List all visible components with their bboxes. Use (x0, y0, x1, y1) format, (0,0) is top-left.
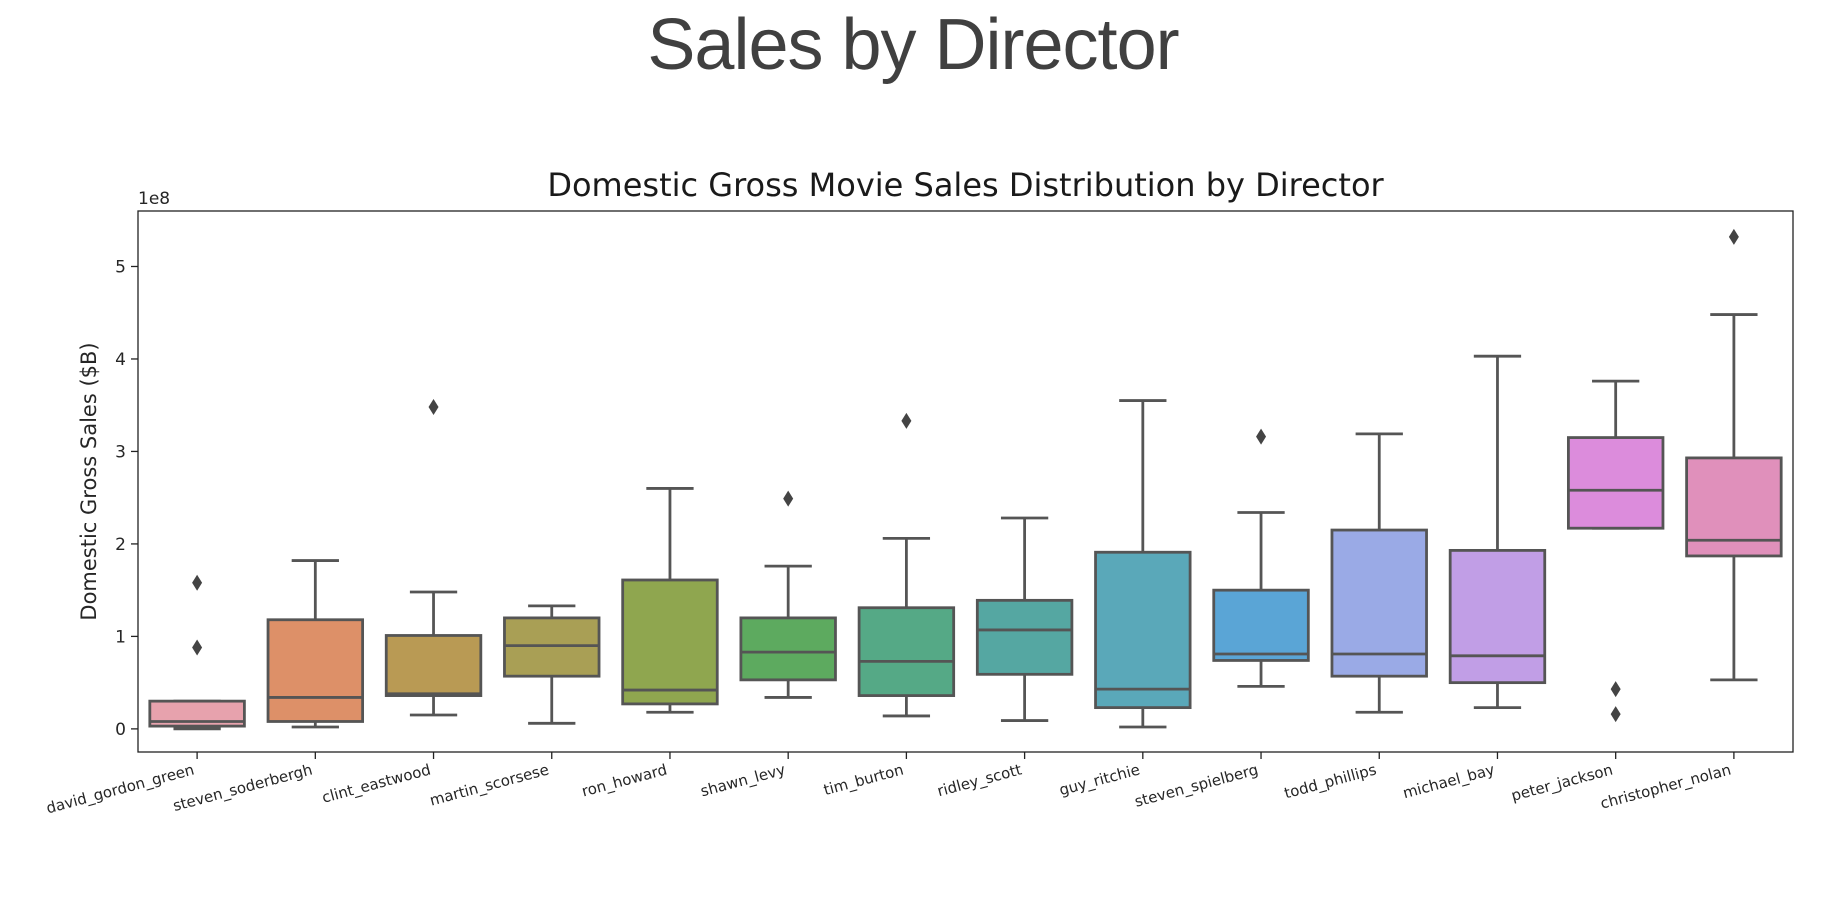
x-tick-label: ron_howard (580, 760, 670, 801)
box-ridley_scott (975, 516, 1074, 722)
box-iqr (1566, 436, 1665, 530)
box-iqr (1448, 548, 1547, 685)
box-shawn_levy (739, 490, 837, 699)
box-martin_scorsese (503, 604, 601, 725)
x-tick-label: tim_burton (822, 760, 906, 800)
x-tick-label: todd_phillips (1282, 760, 1379, 803)
slide-title: Sales by Director (647, 5, 1179, 85)
y-axis-offset-label: 1e8 (138, 189, 170, 209)
y-axis-ticks: 0 1 2 3 4 5 (115, 257, 138, 740)
box-ron_howard (621, 487, 719, 714)
box-iqr (1212, 588, 1310, 662)
y-tick-label: 0 (115, 720, 126, 740)
x-tick-label: martin_scorsese (428, 760, 551, 810)
outlier-point (901, 412, 912, 429)
x-tick-label: christopher_nolan (1598, 760, 1733, 813)
y-tick-label: 2 (115, 535, 126, 555)
y-tick-label: 5 (115, 257, 126, 277)
outlier-point (192, 639, 203, 656)
x-tick-label: michael_bay (1401, 760, 1497, 803)
box-iqr (621, 578, 719, 706)
box-iqr (266, 618, 365, 723)
outlier-point (428, 399, 439, 416)
y-tick-label: 3 (115, 442, 126, 462)
box-steven_soderbergh (266, 559, 365, 729)
box-iqr (857, 606, 956, 697)
box-guy_ritchie (1094, 399, 1192, 729)
outlier-point (1728, 228, 1739, 245)
x-tick-label: guy_ritchie (1057, 760, 1142, 800)
outlier-point (1610, 706, 1621, 723)
outlier-point (1256, 428, 1267, 445)
box-michael_bay (1448, 354, 1547, 710)
box-christopher_nolan (1685, 228, 1783, 682)
y-tick-label: 1 (115, 627, 126, 647)
box-iqr (1094, 550, 1192, 710)
box-iqr (1330, 528, 1428, 678)
box-group (148, 228, 1783, 731)
y-tick-label: 4 (115, 350, 126, 370)
outlier-point (783, 490, 794, 507)
box-clint_eastwood (384, 399, 483, 717)
box-iqr (975, 598, 1074, 676)
x-tick-label: shawn_levy (699, 760, 788, 801)
box-todd_phillips (1330, 432, 1428, 714)
box-tim_burton (857, 412, 956, 718)
box-david_gordon_green (148, 574, 246, 731)
y-axis-label: Domestic Gross Sales ($B) (77, 342, 101, 620)
x-tick-label: steven_spielberg (1133, 760, 1261, 811)
box-iqr (739, 616, 837, 682)
x-tick-label: ridley_scott (935, 760, 1024, 801)
x-tick-label: clint_eastwood (320, 760, 433, 807)
plot-frame (137, 210, 1794, 753)
box-iqr (384, 634, 483, 697)
chart-title: Domestic Gross Movie Sales Distribution … (547, 166, 1384, 204)
outlier-point (192, 574, 203, 591)
box-peter_jackson (1566, 379, 1665, 723)
outlier-point (1610, 681, 1621, 698)
box-steven_spielberg (1212, 428, 1310, 688)
